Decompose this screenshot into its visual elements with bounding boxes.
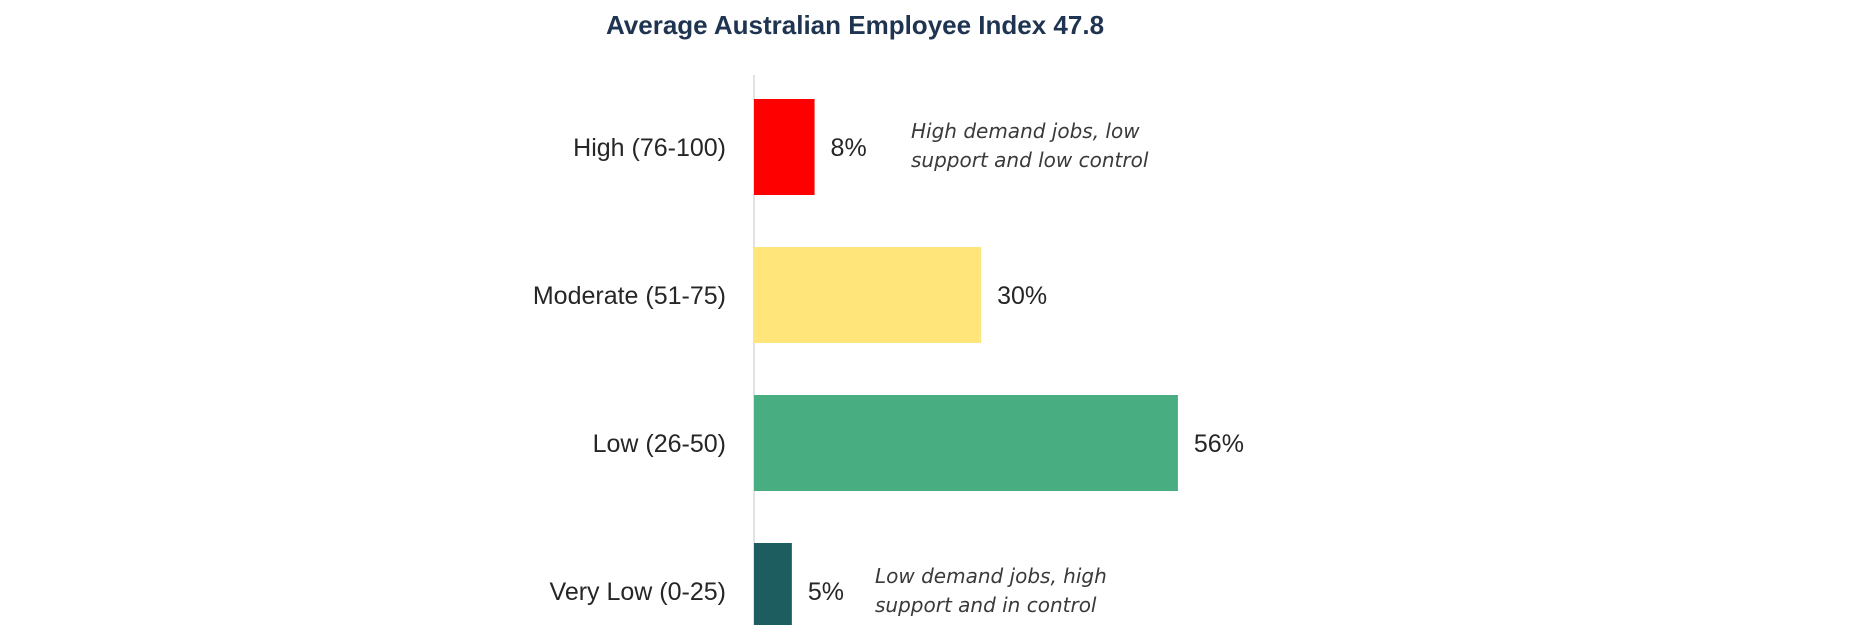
bar <box>754 543 792 625</box>
annotation-line: support and low control <box>911 148 1149 172</box>
annotation-line: Low demand jobs, high <box>875 564 1107 588</box>
value-label: 8% <box>831 134 867 162</box>
annotation-high: High demand jobs, low support and low co… <box>911 117 1148 175</box>
bar <box>754 99 815 195</box>
category-label: Low (26-50) <box>593 430 726 458</box>
annotation-line: High demand jobs, low <box>911 119 1140 143</box>
category-label: Very Low (0-25) <box>550 578 726 606</box>
annotation-line: support and in control <box>875 593 1097 617</box>
bar <box>754 247 982 343</box>
category-label: Moderate (51-75) <box>533 282 726 310</box>
bar <box>754 395 1178 491</box>
category-label: High (76-100) <box>573 134 726 162</box>
annotation-very-low: Low demand jobs, high support and in con… <box>875 562 1107 620</box>
value-label: 30% <box>997 282 1047 310</box>
chart-title: Average Australian Employee Index 47.8 <box>605 10 1105 40</box>
value-label: 56% <box>1194 430 1244 458</box>
value-label: 5% <box>808 578 844 606</box>
